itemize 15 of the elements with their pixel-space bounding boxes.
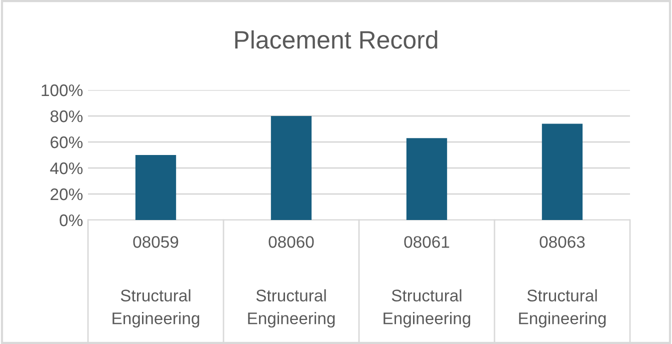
- category-label: 08060 Structural Engineering: [248, 236, 335, 328]
- bar: [270, 116, 312, 220]
- y-tick-label: 40%: [50, 162, 83, 174]
- y-tick-label: 20%: [50, 188, 83, 200]
- bar: [135, 155, 176, 220]
- y-tick-label: 0%: [60, 214, 83, 226]
- bar: [542, 124, 583, 220]
- y-tick-label: 80%: [50, 110, 83, 122]
- y-tick-label: 100%: [42, 84, 83, 96]
- category-label: 08063 Structural Engineering: [519, 236, 606, 328]
- category-label: 08059 Structural Engineering: [112, 236, 200, 328]
- bar: [406, 138, 448, 220]
- chart-title: Placement Record: [235, 30, 438, 49]
- category-label: 08061 Structural Engineering: [384, 236, 470, 328]
- y-tick-label: 60%: [50, 136, 83, 148]
